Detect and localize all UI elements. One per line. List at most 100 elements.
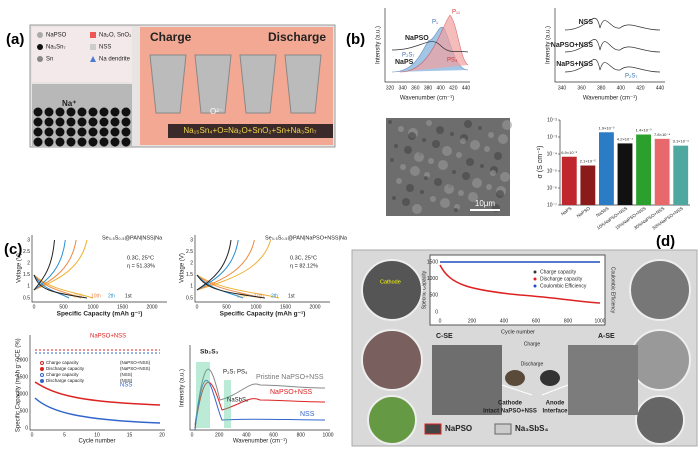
sem-texture xyxy=(388,120,392,124)
sem-texture xyxy=(460,138,466,144)
label: Specific Capacity (mAh g⁻¹) xyxy=(16,358,22,432)
y-tick-label: 3 xyxy=(190,237,193,243)
axes xyxy=(31,235,167,303)
x-tick-label: 2000 xyxy=(146,304,157,310)
sem-texture xyxy=(436,126,444,134)
electrolyte-cup xyxy=(149,54,187,114)
particle xyxy=(99,117,109,127)
particle xyxy=(121,117,131,127)
label: Charge capacity xyxy=(540,269,577,275)
shape xyxy=(189,345,330,431)
particle xyxy=(55,127,65,137)
label: Na₃SbS₄ xyxy=(515,424,548,433)
label: Charge xyxy=(524,341,541,347)
shape xyxy=(564,59,661,73)
particle xyxy=(99,127,109,137)
legend-label: (NSS) xyxy=(120,372,133,377)
particle xyxy=(66,137,76,147)
bar xyxy=(636,134,651,205)
label: Wavenumber (cm⁻¹) xyxy=(400,96,454,102)
y-tick-label: 500 xyxy=(430,293,439,299)
x-tick-label: 0 xyxy=(439,318,442,324)
label: Intensity (a.u.) xyxy=(180,369,186,407)
gcd-curve xyxy=(33,239,94,299)
sem-texture xyxy=(420,190,424,194)
y-tick-label: 1000 xyxy=(427,276,438,282)
sem-texture xyxy=(390,158,394,162)
label: Wavenumber (cm⁻¹) xyxy=(233,439,287,445)
x-tick-label: 340 xyxy=(398,85,407,91)
y-tick-label: 0 xyxy=(435,309,438,315)
label: NaPS+NSS xyxy=(556,61,593,68)
y-tick-label: 10⁻⁵ xyxy=(547,168,557,174)
label: P₂S₇ xyxy=(223,370,235,376)
sem-texture xyxy=(494,152,502,160)
efficiency: η = 82.12% xyxy=(290,263,318,269)
label: Sn xyxy=(46,57,53,63)
cycle-label: 1st xyxy=(288,293,295,299)
x-tick-label: 380 xyxy=(597,85,606,91)
electrolyte-cup xyxy=(239,54,277,114)
cell-label: Se₀.₅S₀.₅@PAN|NSS|Na xyxy=(102,235,163,241)
sem-texture xyxy=(422,138,426,142)
label: Intact NaPSO+NSS xyxy=(483,409,537,415)
sem-texture xyxy=(404,146,412,154)
y-tick-label: 1500 xyxy=(427,259,438,265)
label: Cycle number xyxy=(78,439,115,445)
y-tick-label: 1.5 xyxy=(23,272,30,278)
x-tick-label: 400 xyxy=(436,85,445,91)
label: Na dendrite xyxy=(99,57,131,63)
legend-label: (NaPSO+NSS) xyxy=(120,360,151,365)
shape xyxy=(505,370,525,386)
sem-texture xyxy=(452,170,456,174)
electrolyte-cup xyxy=(284,54,322,114)
y-tick-label: 500 xyxy=(20,408,29,414)
legend-marker xyxy=(40,367,44,371)
x-tick-label: 500 xyxy=(59,304,68,310)
sem-texture xyxy=(500,172,510,182)
particle xyxy=(44,127,54,137)
condition: 0.3C, 25°C xyxy=(290,255,317,261)
x-tick-label: 20 xyxy=(159,432,165,438)
y-tick-label: 10⁻³ xyxy=(547,134,557,140)
sem-texture xyxy=(442,146,452,156)
c-se-image xyxy=(432,345,502,415)
particle xyxy=(121,127,131,137)
legend-label: (NSS) xyxy=(120,378,133,383)
x-tick-label: NaSbS xyxy=(595,206,610,218)
particle xyxy=(66,127,76,137)
x-tick-label: NaPS xyxy=(560,206,573,217)
shape xyxy=(149,54,322,114)
particle xyxy=(55,117,65,127)
x-tick-label: 340 xyxy=(558,85,567,91)
equation-box xyxy=(168,124,333,138)
bar xyxy=(580,165,596,205)
particle xyxy=(77,137,87,147)
shape xyxy=(361,259,423,321)
label: Cycle number xyxy=(501,329,535,335)
label: (d) xyxy=(656,233,675,250)
sem-texture xyxy=(398,126,404,132)
sem-texture xyxy=(484,146,490,152)
label: (b) xyxy=(346,31,365,48)
x-tick-label: 2000 xyxy=(309,304,320,310)
particle xyxy=(88,127,98,137)
particle xyxy=(77,117,87,127)
x-tick-label: 10 xyxy=(94,432,100,438)
particle xyxy=(121,107,131,117)
axes xyxy=(194,235,330,303)
label: 10μm xyxy=(475,199,496,208)
x-tick-label: 400 xyxy=(242,432,251,438)
value-label: 6.9×10⁻⁵ xyxy=(561,150,577,155)
cycle-label: 1st xyxy=(125,293,132,299)
shape xyxy=(564,17,661,31)
x-tick-label: 600 xyxy=(269,432,278,438)
x-tick-label: 0 xyxy=(31,432,34,438)
particle xyxy=(44,107,54,117)
legend-label: (NaPSO+NSS) xyxy=(120,366,151,371)
y-tick-label: 2.5 xyxy=(186,249,193,255)
x-tick-label: 400 xyxy=(500,318,509,324)
label: NaPSO+NSS xyxy=(270,389,313,396)
label: Charge xyxy=(150,30,192,44)
particle xyxy=(110,127,120,137)
